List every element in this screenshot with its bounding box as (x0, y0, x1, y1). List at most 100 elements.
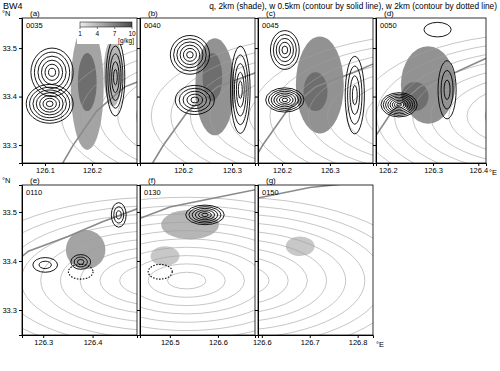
y-axis-line (373, 19, 377, 164)
terrain-contour (327, 66, 373, 163)
colorbar-ramp (80, 22, 132, 27)
x-tick-label: 126.3 (34, 338, 53, 347)
plot-area (258, 185, 373, 335)
w05-contour (106, 38, 125, 116)
x-tick: 126.7 (301, 335, 320, 347)
x-axis: 126.2126.3126.4 (377, 163, 489, 175)
colorbar-background (77, 20, 135, 44)
x-axis: 126.1 126.2 (23, 163, 138, 175)
y-tick-mark (19, 48, 22, 49)
y-tick (255, 97, 258, 98)
w05-contour (108, 46, 123, 108)
y-tick: 33.3 (2, 141, 22, 150)
w05-contour (179, 88, 210, 111)
y-tick-mark (255, 145, 258, 146)
x-tick-label: 126.2 (83, 166, 102, 175)
terrain-contour (22, 197, 137, 335)
w05-contour (424, 22, 451, 37)
w05-contour (390, 99, 408, 111)
plot-area (22, 185, 137, 335)
y-tick-label: 33.4 (2, 92, 17, 101)
panel-label: (c) (266, 9, 276, 18)
w05-contour (112, 62, 120, 93)
colorbar: 14710[g/kg] (77, 20, 136, 45)
x-tick-label: 126.2 (379, 166, 398, 175)
w05-contour (46, 101, 53, 107)
w05-contour (386, 96, 413, 114)
w05-contour (271, 91, 298, 108)
terrain-contour (100, 256, 137, 306)
w05-contour (282, 98, 287, 101)
terrain-contour (376, 34, 486, 163)
w05-contour (441, 70, 453, 109)
y-tick-mark (137, 261, 140, 262)
y-axis (137, 19, 141, 164)
colorbar-tick-label: 1 (78, 30, 82, 37)
panel-time: 0130 (144, 188, 161, 197)
y-tick (137, 261, 140, 262)
plot-area (140, 185, 255, 335)
x-tick: 126.2 (379, 163, 398, 175)
terrain-contour (258, 231, 346, 331)
terrain-contour (413, 58, 486, 163)
w05-contour (383, 94, 415, 115)
y-tick-mark (255, 261, 258, 262)
y-tick (373, 145, 376, 146)
q-shade (286, 236, 315, 256)
w05-contour (77, 260, 84, 265)
x-tick: 126.3 (223, 163, 242, 175)
x-tick: 126.4 (84, 335, 103, 347)
w05-contour (350, 76, 360, 115)
terrain-contour (366, 83, 373, 149)
coastline (22, 185, 137, 335)
coastline (140, 19, 255, 163)
plot-background (258, 185, 373, 335)
y-tick (255, 310, 258, 311)
w05-contour (43, 98, 56, 109)
panel-time: 0045 (262, 21, 279, 30)
colorbar-tick (132, 27, 133, 29)
y-tick-label: 33.3 (2, 306, 17, 315)
w05-contour (183, 48, 196, 61)
y-tick-mark (137, 310, 140, 311)
panel-frame (140, 18, 255, 163)
y-axis-line (19, 19, 23, 164)
y-tick-mark (137, 97, 140, 98)
panel-frame (22, 185, 137, 335)
w05-contour (438, 61, 456, 119)
w05-contour (234, 64, 246, 116)
x-axis-line (141, 336, 256, 339)
terrain-contour (60, 239, 137, 322)
w05-contour (381, 93, 417, 117)
w05-contour (49, 68, 56, 76)
terrain-contour (140, 206, 255, 335)
w05-contour (277, 95, 293, 105)
plot-background (140, 185, 255, 335)
terrain-contour (140, 197, 255, 335)
y-tick-mark (19, 145, 22, 146)
y-tick-mark (19, 212, 22, 213)
w05-contour (268, 90, 301, 111)
colorbar-tick-label: 7 (113, 30, 117, 37)
x-axis: 126.2126.3 (141, 163, 256, 175)
w05-contour (175, 85, 214, 114)
terrain-contour (376, 42, 486, 163)
colorbar-tick (97, 27, 98, 29)
w05-contour (187, 94, 203, 106)
panel-label: (a) (30, 9, 40, 18)
y-tick (137, 145, 140, 146)
plot-area (258, 18, 373, 163)
panel: 126.6126.7126.80150 (22, 183, 422, 364)
w05-contour (195, 210, 214, 220)
y-tick: 33.3 (2, 306, 22, 315)
q-shade (304, 72, 328, 111)
coastline (376, 19, 486, 163)
terrain-contour (41, 231, 137, 331)
x-tick: 126.1 (36, 163, 55, 175)
w05-contour (40, 96, 60, 113)
w05-contour (189, 207, 221, 223)
y-axis: 33.3 33.4 33.5 (2, 19, 22, 164)
w05-contour (177, 42, 203, 68)
w05-contour (111, 203, 126, 228)
y-tick: 33.5 (2, 44, 22, 53)
